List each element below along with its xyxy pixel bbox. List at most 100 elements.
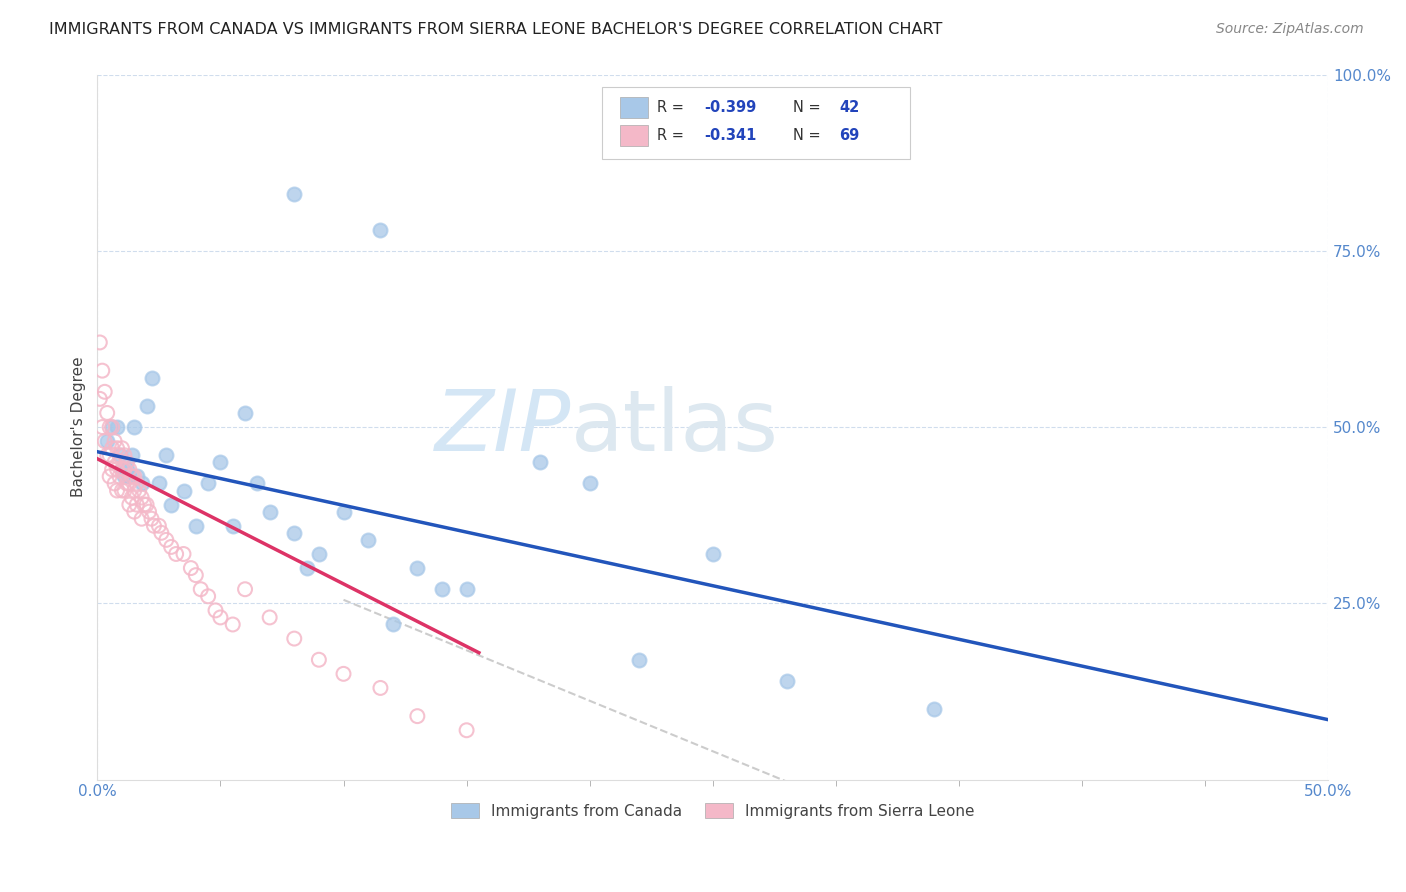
Point xyxy=(141,512,163,526)
Point xyxy=(283,525,305,540)
Point xyxy=(148,518,170,533)
Text: -0.341: -0.341 xyxy=(704,128,756,144)
Point xyxy=(125,476,148,491)
Point xyxy=(105,483,128,498)
Point xyxy=(259,505,281,519)
Point xyxy=(143,518,166,533)
Point xyxy=(103,455,125,469)
Point xyxy=(128,483,150,498)
Point xyxy=(118,476,141,491)
Point xyxy=(283,187,305,202)
Point xyxy=(98,469,121,483)
Point xyxy=(357,533,380,547)
Point xyxy=(578,476,600,491)
Point xyxy=(141,370,163,384)
Point xyxy=(131,512,153,526)
Point xyxy=(115,476,138,491)
Point xyxy=(108,469,131,483)
Point xyxy=(115,455,138,469)
Point xyxy=(101,462,124,476)
Point xyxy=(209,455,232,469)
Point xyxy=(295,561,318,575)
Point xyxy=(184,568,207,582)
Legend: Immigrants from Canada, Immigrants from Sierra Leone: Immigrants from Canada, Immigrants from … xyxy=(446,797,980,825)
Point xyxy=(381,617,404,632)
Text: R =: R = xyxy=(658,128,689,144)
Point xyxy=(118,462,141,476)
Point xyxy=(112,448,135,462)
Point xyxy=(160,498,183,512)
Point xyxy=(124,469,146,483)
Point xyxy=(406,709,429,723)
Point xyxy=(118,469,141,483)
Y-axis label: Bachelor's Degree: Bachelor's Degree xyxy=(72,357,86,498)
Point xyxy=(283,632,305,646)
Text: ZIP: ZIP xyxy=(434,385,571,468)
Point xyxy=(89,335,111,350)
Point xyxy=(105,462,128,476)
Point xyxy=(370,222,392,236)
Point xyxy=(135,399,157,413)
Point xyxy=(233,406,256,420)
FancyBboxPatch shape xyxy=(620,97,648,119)
Point xyxy=(702,547,724,561)
Point xyxy=(105,420,128,434)
Point xyxy=(125,469,148,483)
Point xyxy=(96,448,118,462)
Point xyxy=(103,476,125,491)
Point xyxy=(222,518,245,533)
Point xyxy=(148,476,170,491)
Point xyxy=(105,441,128,455)
Point xyxy=(173,547,195,561)
Text: N =: N = xyxy=(793,128,825,144)
Point xyxy=(98,420,121,434)
FancyBboxPatch shape xyxy=(620,125,648,146)
Point xyxy=(98,448,121,462)
FancyBboxPatch shape xyxy=(602,87,910,159)
Point xyxy=(101,420,124,434)
Point xyxy=(922,702,945,716)
Point xyxy=(112,462,135,476)
Point xyxy=(197,476,219,491)
Point xyxy=(430,582,453,597)
Point xyxy=(89,392,111,406)
Text: IMMIGRANTS FROM CANADA VS IMMIGRANTS FROM SIERRA LEONE BACHELOR'S DEGREE CORRELA: IMMIGRANTS FROM CANADA VS IMMIGRANTS FRO… xyxy=(49,22,942,37)
Point xyxy=(112,469,135,483)
Point xyxy=(111,462,134,476)
Point xyxy=(108,448,131,462)
Point xyxy=(406,561,429,575)
Point xyxy=(627,653,650,667)
Point xyxy=(131,491,153,505)
Point xyxy=(134,498,156,512)
Point xyxy=(93,434,115,449)
Point xyxy=(121,491,143,505)
Point xyxy=(308,547,330,561)
Point xyxy=(456,582,478,597)
Point xyxy=(775,673,797,688)
Point xyxy=(124,420,146,434)
Point xyxy=(135,498,157,512)
Text: 69: 69 xyxy=(839,128,859,144)
Point xyxy=(209,610,232,624)
Point xyxy=(103,434,125,449)
Point xyxy=(184,518,207,533)
Point xyxy=(121,448,143,462)
Point xyxy=(197,589,219,603)
Point xyxy=(160,540,183,554)
Point xyxy=(332,505,354,519)
Point xyxy=(529,455,551,469)
Point xyxy=(332,666,354,681)
Text: Source: ZipAtlas.com: Source: ZipAtlas.com xyxy=(1216,22,1364,37)
Point xyxy=(155,533,177,547)
Text: R =: R = xyxy=(658,100,689,115)
Point xyxy=(124,505,146,519)
Point xyxy=(259,610,281,624)
Text: 42: 42 xyxy=(839,100,859,115)
Point xyxy=(111,441,134,455)
Point xyxy=(125,498,148,512)
Point xyxy=(155,448,177,462)
Point xyxy=(246,476,269,491)
Point xyxy=(96,406,118,420)
Point xyxy=(112,483,135,498)
Point xyxy=(173,483,195,498)
